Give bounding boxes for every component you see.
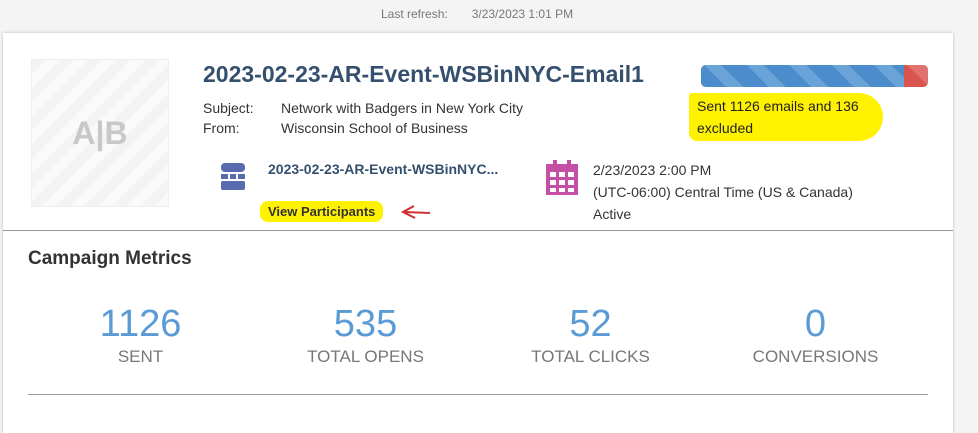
from-label: From: [203,120,240,136]
metrics-title: Campaign Metrics [28,248,192,269]
divider [28,394,928,395]
calendar-icon [546,160,578,195]
last-refresh-value: 3/23/2023 1:01 PM [471,7,574,21]
metric-value: 0 [804,303,827,345]
last-refresh-label: Last refresh: [381,7,448,21]
send-progress-bar [701,65,928,87]
metric-value: 535 [333,303,398,345]
view-participants-link[interactable]: View Participants [260,201,384,222]
list-name[interactable]: 2023-02-23-AR-Event-WSBinNYC... [268,161,499,177]
divider [3,230,953,231]
metric-conversions[interactable]: 0 CONVERSIONS [703,303,928,367]
metric-label: SENT [117,347,164,366]
last-refresh: Last refresh: 3/23/2023 1:01 PM [381,7,597,21]
metric-value: 52 [569,303,612,345]
campaign-title: 2023-02-23-AR-Event-WSBinNYC-Email1 [203,61,644,87]
schedule-date: 2/23/2023 2:00 PM [593,162,712,178]
subject-label: Subject: [203,100,254,116]
email-thumbnail[interactable]: A|B [31,59,169,207]
progress-excluded-segment [903,65,928,87]
metric-total-opens[interactable]: 535 TOTAL OPENS [253,303,478,367]
metric-label: CONVERSIONS [752,347,879,366]
campaign-status: Active [593,206,632,222]
list-database-icon [221,163,245,190]
schedule-info: 2/23/2023 2:00 PM (UTC-06:00) Central Ti… [593,159,853,225]
send-summary: Sent 1126 emails and 136 excluded [689,93,883,141]
metric-value: 1126 [99,303,182,345]
arrow-annotation-icon [400,205,431,219]
campaign-card: A|B 2023-02-23-AR-Event-WSBinNYC-Email1 … [3,33,953,433]
from-value: Wisconsin School of Business [281,120,468,136]
campaign-meta: Subject: Network with Badgers in New York… [203,98,523,138]
progress-sent-segment [701,65,904,87]
metric-sent[interactable]: 1126 SENT [28,303,253,367]
schedule-timezone: (UTC-06:00) Central Time (US & Canada) [593,184,853,200]
metric-label: TOTAL OPENS [307,347,424,366]
metric-total-clicks[interactable]: 52 TOTAL CLICKS [478,303,703,367]
subject-value: Network with Badgers in New York City [281,100,523,116]
metric-label: TOTAL CLICKS [531,347,650,366]
metrics-row: 1126 SENT 535 TOTAL OPENS 52 TOTAL CLICKS 0… [28,303,928,367]
